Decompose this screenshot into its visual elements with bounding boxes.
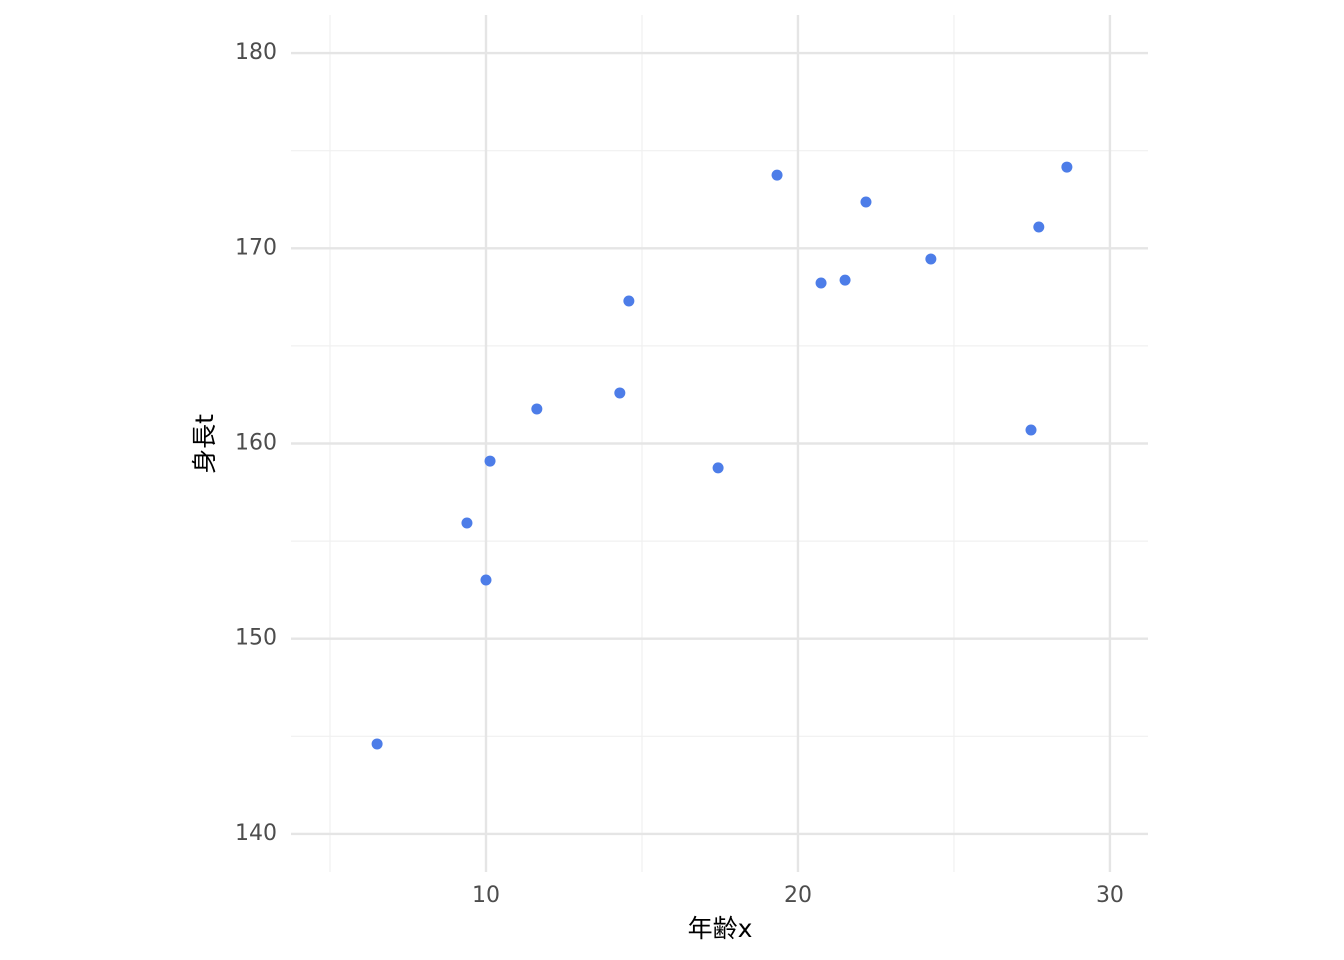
point	[484, 455, 496, 467]
point	[1033, 221, 1045, 233]
point	[815, 277, 827, 289]
point	[614, 387, 626, 399]
point	[1061, 161, 1073, 173]
y-tick-label: 170	[235, 235, 277, 260]
point	[531, 403, 543, 415]
x-axis-title: 年齢x	[688, 914, 753, 943]
point	[371, 738, 383, 750]
point	[480, 574, 492, 586]
x-tick-label: 20	[784, 883, 812, 908]
point	[623, 295, 635, 307]
x-tick-label: 30	[1096, 883, 1124, 908]
point	[839, 274, 851, 286]
point	[461, 517, 473, 529]
y-tick-label: 160	[235, 431, 277, 456]
y-tick-label: 150	[235, 626, 277, 651]
point	[771, 169, 783, 181]
point	[712, 462, 724, 474]
y-tick-label: 140	[235, 821, 277, 846]
y-tick-label: 180	[235, 40, 277, 65]
point	[860, 196, 872, 208]
point	[925, 253, 937, 265]
point	[1025, 424, 1037, 436]
y-axis-title: 身長t	[190, 414, 219, 474]
x-tick-label: 10	[472, 883, 500, 908]
